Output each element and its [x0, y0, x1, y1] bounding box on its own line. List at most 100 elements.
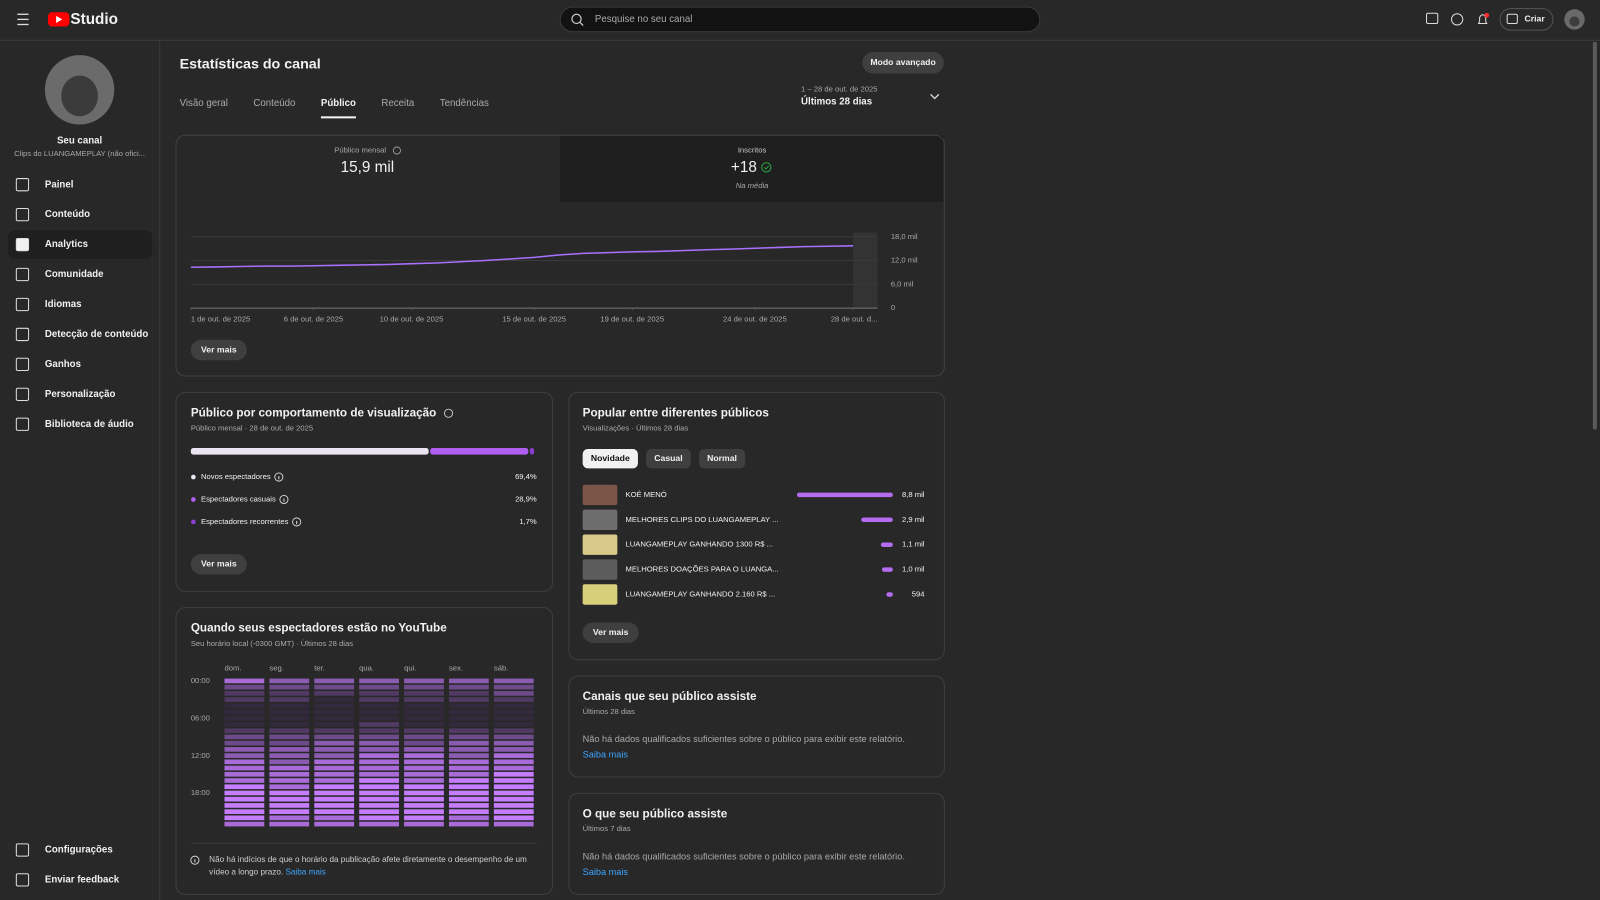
heatmap-cell [493, 715, 534, 721]
tab[interactable]: Visão geral [180, 98, 228, 109]
video-title[interactable]: MELHORES DOAÇÕES PARA O LUANGA... [626, 565, 779, 574]
heatmap-cell [359, 821, 399, 827]
advanced-button[interactable] [862, 52, 944, 74]
heatmap-cell [314, 678, 355, 684]
tab-underline [320, 116, 356, 119]
tab[interactable]: Receita [381, 98, 414, 109]
card-link[interactable]: Saiba mais [583, 867, 629, 877]
clock-icon [444, 408, 454, 418]
notifications-icon[interactable] [1477, 14, 1488, 24]
hour-label: 12:00 [191, 751, 210, 760]
metric-check-icon [761, 162, 772, 173]
heatmap-cell [359, 728, 399, 734]
metric-check-mark [763, 165, 770, 170]
nav-item[interactable]: Biblioteca de áudio [45, 419, 134, 430]
heatmap-cell [448, 784, 489, 790]
tab[interactable]: Tendências [440, 98, 489, 109]
hour-label: 06:00 [191, 713, 210, 722]
video-thumbnail[interactable] [582, 484, 618, 506]
create-button[interactable] [1499, 8, 1554, 31]
y-tick-label: 12,0 mil [891, 256, 918, 265]
info-icon [274, 472, 284, 482]
messages-icon[interactable] [1426, 12, 1439, 24]
heatmap-cell [269, 734, 310, 740]
nav-item[interactable]: Comunidade [45, 269, 104, 280]
value-label: 8,8 mil [902, 490, 925, 499]
button[interactable] [190, 339, 247, 361]
nav-item[interactable]: Detecção de conteúdo [45, 329, 148, 340]
stacked-segment [430, 447, 529, 455]
video-title[interactable]: MELHORES CLIPS DO LUANGAMEPLAY ... [626, 515, 779, 524]
value-label: 1,7% [519, 517, 537, 526]
filter-chip[interactable] [582, 448, 638, 469]
x-tick-label: 28 de out. d... [831, 314, 878, 323]
tab[interactable]: Público [321, 98, 356, 109]
nav-item[interactable]: Idiomas [45, 299, 82, 310]
period[interactable]: Últimos 28 dias [801, 96, 872, 108]
button-label[interactable]: Ver mais [593, 627, 629, 637]
nav-item[interactable]: Configurações [45, 845, 113, 856]
heatmap-cell [404, 790, 444, 796]
tab[interactable]: Conteúdo [253, 98, 295, 109]
heatmap-cell [269, 697, 310, 702]
filter-label[interactable]: Normal [707, 453, 737, 463]
nav-item[interactable]: Analytics [45, 239, 88, 250]
partial-period-shade [853, 232, 878, 309]
heatmap-cell [224, 815, 265, 821]
video-title[interactable]: KOÉ MENÓ [626, 490, 667, 499]
heatmap-cell [314, 722, 355, 727]
video-thumbnail[interactable] [582, 584, 618, 605]
nav-item[interactable]: Ganhos [45, 359, 81, 370]
heatmap-cell [269, 722, 310, 727]
help-icon[interactable] [1451, 13, 1464, 26]
page-title: Estatísticas do canal [180, 57, 321, 73]
button[interactable] [190, 554, 247, 575]
button-label[interactable]: Ver mais [201, 559, 237, 569]
video-thumbnail[interactable] [582, 534, 618, 555]
button-label[interactable]: Ver mais [201, 344, 237, 354]
video-title[interactable]: LUANGAMEPLAY GANHANDO 2.160 R$ ... [626, 590, 776, 599]
y-tick-label: 6,0 mil [891, 279, 914, 288]
filter-chip[interactable] [698, 448, 746, 469]
heatmap-cell [359, 740, 399, 746]
note-link[interactable]: Saiba mais [285, 867, 326, 877]
create-label[interactable]: Criar [1524, 14, 1545, 24]
nav-item[interactable]: Personalização [45, 389, 116, 400]
heatmap-cell [269, 728, 310, 734]
nav-item[interactable]: Painel [45, 179, 74, 190]
video-thumbnail[interactable] [582, 559, 618, 580]
heatmap-cell [314, 703, 355, 709]
nav-item[interactable]: Conteúdo [45, 209, 90, 220]
heatmap-cell [404, 715, 444, 721]
heatmap-cell [269, 747, 310, 752]
search-box[interactable] [559, 6, 1041, 33]
nav-icon [15, 357, 30, 372]
nav-item[interactable]: Enviar feedback [45, 874, 120, 885]
filter-label[interactable]: Novidade [591, 453, 630, 463]
heatmap-cell [404, 821, 444, 827]
metric-value: +18 [731, 159, 757, 176]
heatmap-cell [493, 759, 534, 765]
channel-label: Seu canal [57, 135, 102, 146]
period-chevron[interactable] [930, 93, 940, 100]
legend-label: Espectadores casuais [201, 495, 276, 504]
card-link[interactable]: Saiba mais [583, 750, 629, 760]
filter-chip[interactable] [646, 448, 691, 469]
bar [886, 592, 893, 597]
heatmap-cell [314, 697, 355, 702]
filter-label[interactable]: Casual [654, 453, 682, 463]
heatmap-cell [359, 790, 399, 796]
button[interactable] [582, 622, 639, 643]
heatmap-cell [448, 790, 489, 796]
video-thumbnail[interactable] [582, 509, 618, 530]
advanced-label[interactable]: Modo avançado [870, 57, 935, 67]
hour-label: 18:00 [191, 788, 210, 797]
nav-icon [15, 237, 30, 252]
video-title[interactable]: LUANGAMEPLAY GANHANDO 1300 R$ ... [626, 540, 774, 549]
heatmap-cell [314, 684, 355, 690]
heatmap-cell [404, 697, 444, 702]
heatmap-cell [448, 715, 489, 721]
channel-avatar-face [61, 75, 98, 117]
value-label: 28,9% [515, 495, 537, 504]
heatmap-cell [448, 684, 489, 690]
